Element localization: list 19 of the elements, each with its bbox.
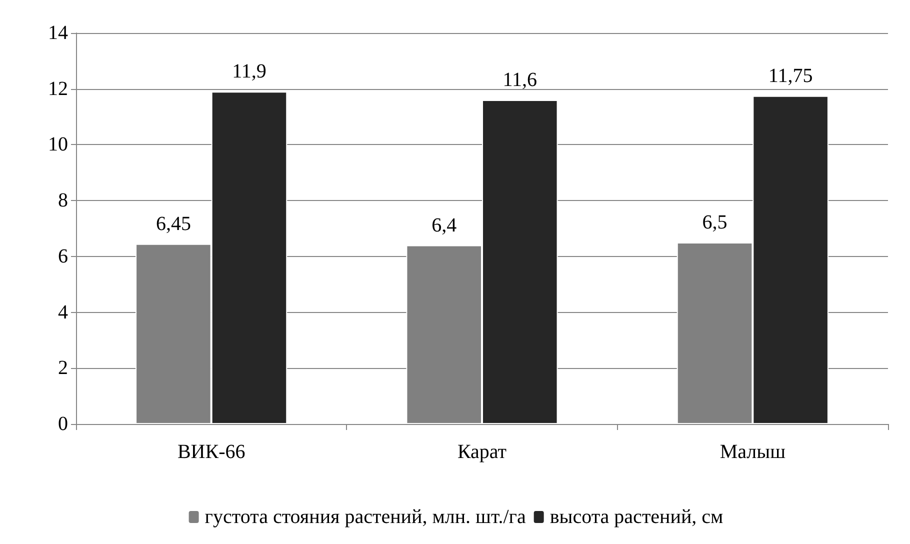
y-tick-label: 4: [58, 301, 68, 324]
data-label: 11,6: [502, 69, 538, 92]
y-tick-label: 12: [48, 78, 68, 100]
data-label: 6,5: [702, 211, 728, 234]
y-tick-label: 10: [48, 134, 68, 156]
y-tick-label: 6: [58, 245, 68, 268]
x-tick-label: Малыш: [720, 441, 786, 463]
y-tick-label: 14: [48, 22, 68, 44]
y-tick-label: 2: [58, 357, 68, 380]
x-tick-label: ВИК-66: [177, 441, 246, 463]
data-label: 6,4: [432, 214, 457, 236]
x-tick-label: Карат: [457, 441, 507, 463]
y-tick-label: 8: [58, 190, 68, 212]
legend-label: высота растений, см: [550, 506, 724, 528]
data-label: 6,45: [156, 212, 191, 235]
data-label: 11,75: [768, 64, 813, 87]
y-tick-label: 0: [58, 413, 68, 435]
data-label: 11,9: [232, 60, 266, 83]
legend-label: густота стояния растений, млн. шт./га: [204, 506, 526, 528]
